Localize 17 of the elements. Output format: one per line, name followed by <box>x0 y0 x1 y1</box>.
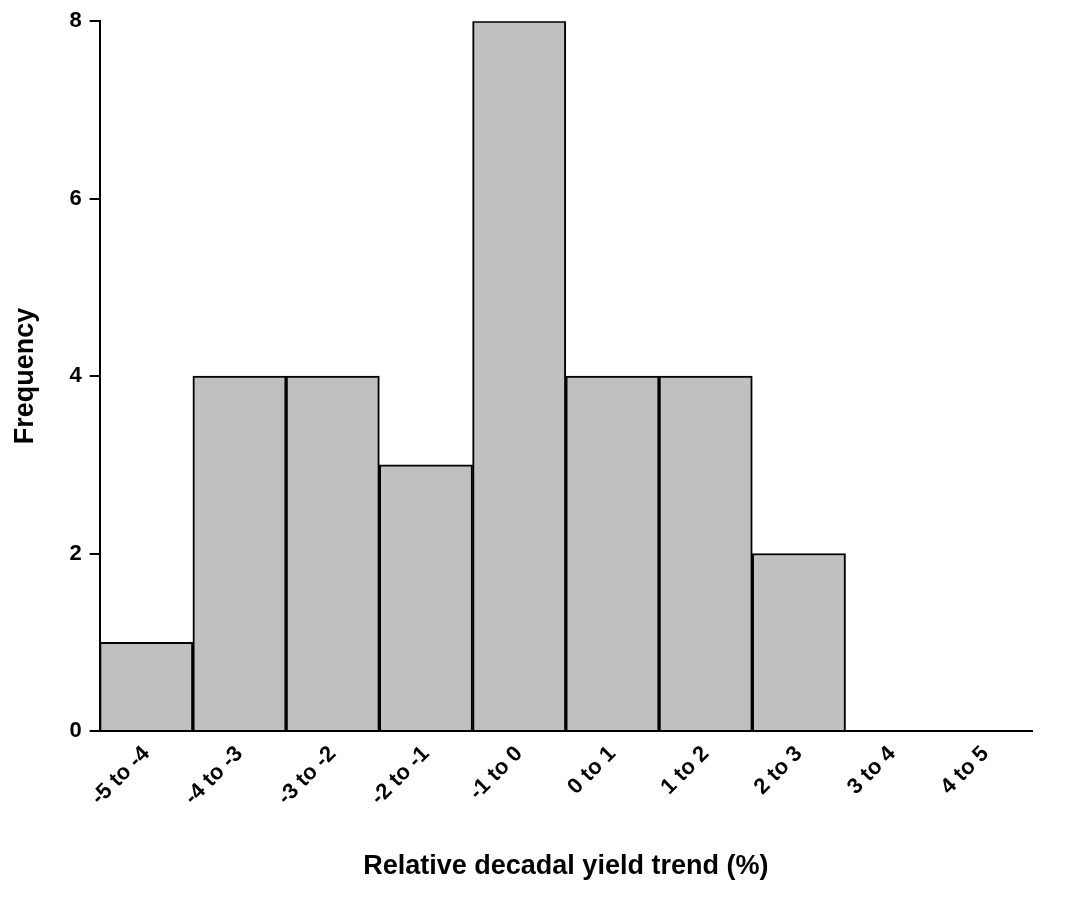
x-tick-label: -5 to -4 <box>85 739 155 810</box>
x-tick-label: 1 to 2 <box>655 740 714 799</box>
x-axis-title: Relative decadal yield trend (%) <box>363 850 769 881</box>
y-tick-label: 8 <box>69 7 82 33</box>
x-tick-label: -4 to -3 <box>178 740 248 810</box>
x-tick-label: 0 to 1 <box>561 740 621 799</box>
x-tick-label: -2 to -1 <box>365 740 434 810</box>
x-tick-label: 2 to 3 <box>748 740 807 799</box>
x-tick-label: -1 to 0 <box>463 740 528 804</box>
y-tick-label: 6 <box>69 184 82 210</box>
y-tick-label: 4 <box>69 362 83 388</box>
y-tick-label: 0 <box>69 717 82 742</box>
y-tick-label: 2 <box>69 539 82 565</box>
x-tick-label: 4 to 5 <box>934 740 994 799</box>
x-tick-label: -3 to -2 <box>271 740 341 810</box>
x-tick-label: 3 to 4 <box>841 739 901 799</box>
y-axis-title: Frequency <box>8 307 39 445</box>
